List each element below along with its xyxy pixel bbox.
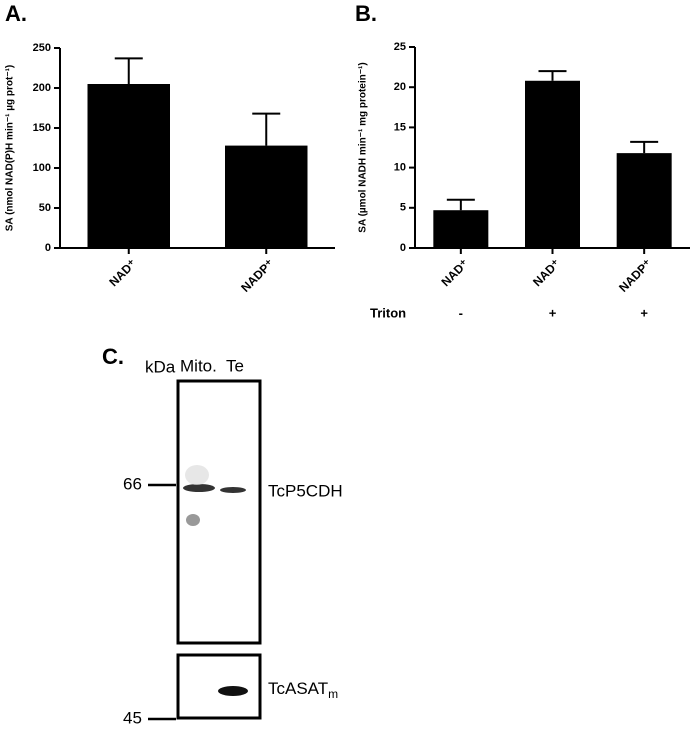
row-value: - [459, 305, 463, 320]
x-tick-label: NAD⁺ [106, 256, 139, 289]
blot-band [220, 487, 246, 493]
band-label: TcASATm [268, 679, 338, 701]
x-tick-label: NADP⁺ [238, 256, 276, 294]
y-tick-label: 0 [400, 242, 406, 254]
blot-smear [186, 514, 200, 526]
bar [525, 80, 580, 248]
lane-label: Te [226, 356, 244, 375]
row-label: Triton [370, 305, 406, 320]
y-tick-label: 15 [394, 121, 406, 133]
blot-frame [176, 379, 262, 645]
x-tick-label: NAD⁺ [438, 256, 471, 289]
y-tick-label: 20 [394, 81, 406, 93]
y-tick-label: 5 [400, 202, 406, 214]
panel-label: A. [5, 1, 27, 26]
panel-label: C. [102, 344, 124, 369]
y-tick-label: 250 [33, 42, 51, 54]
y-tick-label: 200 [33, 82, 51, 94]
band-label-sub: m [328, 687, 338, 701]
band-label: TcP5CDH [268, 481, 343, 500]
bar [616, 153, 672, 248]
bar [433, 210, 489, 248]
y-axis-label: SA (nmol NAD(P)H min⁻¹ µg prot⁻¹) [5, 65, 16, 231]
y-tick-label: 50 [39, 202, 51, 214]
unit-label: kDa [145, 357, 176, 376]
y-tick-label: 10 [394, 162, 406, 174]
blot-frame [176, 653, 262, 720]
y-tick-label: 25 [394, 41, 406, 53]
lane-label: Mito. [180, 356, 217, 375]
error-bar [252, 112, 281, 146]
bar [225, 145, 308, 248]
error-bar [446, 198, 475, 211]
marker-label: 66 [123, 474, 142, 493]
y-tick-label: 0 [45, 242, 51, 254]
row-value: + [640, 305, 648, 320]
error-bar [630, 140, 659, 154]
x-tick-label: NADP⁺ [616, 256, 654, 294]
blot-band [218, 686, 248, 696]
bar [87, 84, 170, 248]
blot-smear [185, 465, 209, 485]
y-axis-label: SA (µmol NADH min⁻¹ mg protein⁻¹) [358, 62, 369, 232]
y-tick-label: 100 [33, 162, 51, 174]
y-tick-label: 150 [33, 122, 51, 134]
error-bar [114, 57, 143, 84]
marker-label: 45 [123, 708, 142, 725]
panel-label: B. [355, 1, 377, 26]
x-tick-label: NAD⁺ [530, 256, 563, 289]
error-bar [538, 70, 567, 81]
blot-band [183, 484, 215, 492]
band-label-main: TcASAT [268, 679, 328, 698]
row-value: + [549, 305, 557, 320]
